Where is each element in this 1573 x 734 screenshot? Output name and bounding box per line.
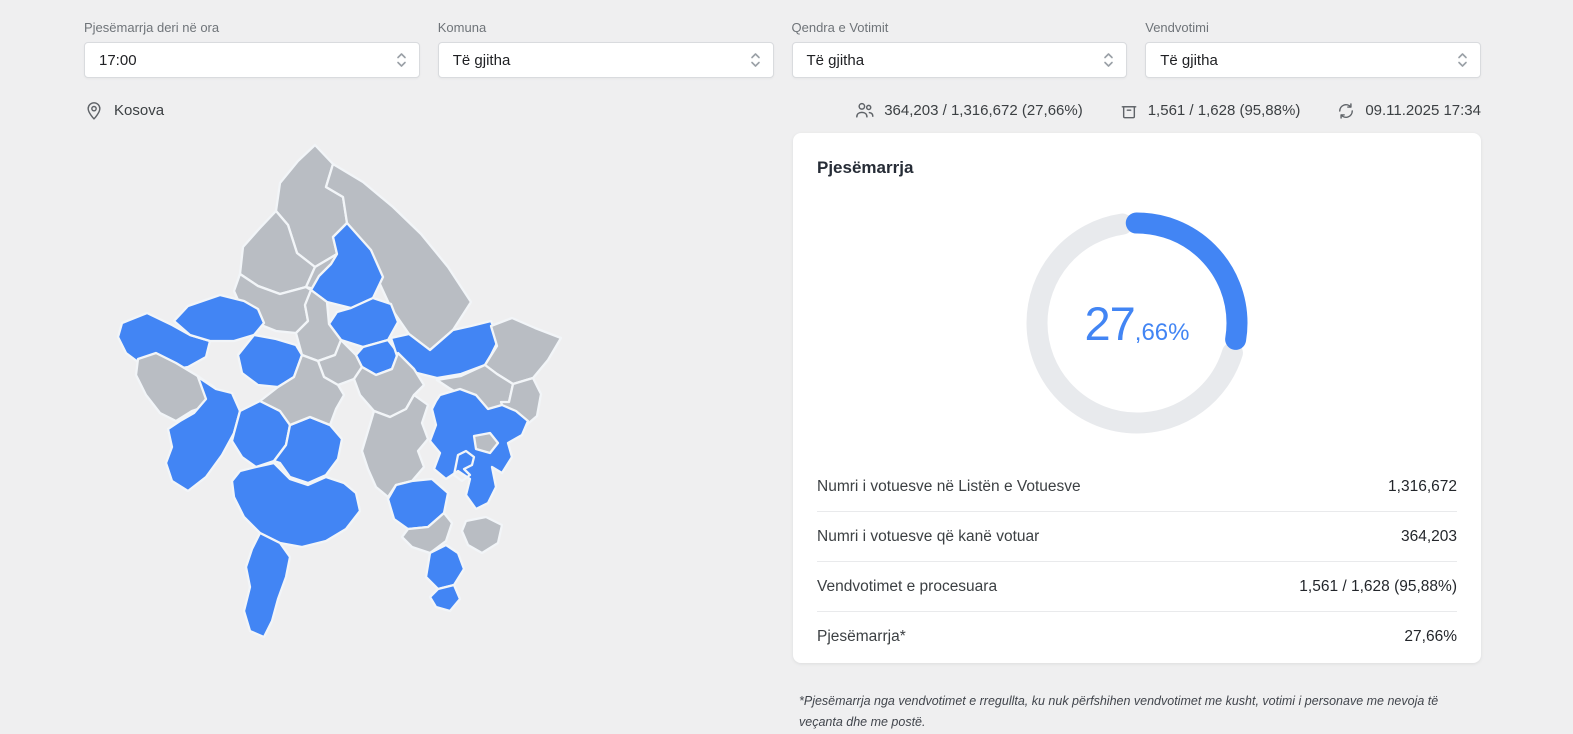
row-value: 1,316,672 bbox=[1388, 477, 1457, 495]
row-value: 1,561 / 1,628 (95,88%) bbox=[1299, 577, 1457, 595]
stat-row-turnout: Pjesëmarrja* 27,66% bbox=[817, 611, 1457, 661]
row-value: 364,203 bbox=[1400, 527, 1457, 545]
chevron-up-down-icon bbox=[750, 53, 760, 67]
filter-qendra: Qendra e Votimit Të gjitha bbox=[791, 20, 1128, 78]
polling-value: 1,561 / 1,628 (95,88%) bbox=[1147, 102, 1301, 119]
stat-row-processed: Vendvotimet e procesuara 1,561 / 1,628 (… bbox=[817, 561, 1457, 611]
chevron-up-down-icon bbox=[396, 53, 406, 67]
refresh-icon bbox=[1336, 101, 1356, 121]
filter-qendra-value: Të gjitha bbox=[806, 51, 865, 69]
filter-vendvotimi-label: Vendvotimi bbox=[1145, 20, 1209, 35]
people-icon bbox=[854, 100, 875, 121]
map-region-malisheve[interactable] bbox=[258, 353, 346, 427]
row-value: 27,66% bbox=[1404, 627, 1457, 645]
status-stats: 364,203 / 1,316,672 (27,66%) 1,561 / 1,6… bbox=[854, 100, 1481, 121]
filter-komuna: Komuna Të gjitha bbox=[437, 20, 774, 78]
filter-time-value: 17:00 bbox=[99, 51, 137, 69]
percent-fraction: ,66% bbox=[1134, 318, 1190, 346]
voters-stat: 364,203 / 1,316,672 (27,66%) bbox=[854, 100, 1083, 121]
donut-center-value: 27 ,66% bbox=[1024, 210, 1250, 436]
filter-komuna-label: Komuna bbox=[437, 20, 487, 35]
status-bar: Kosova 364,203 / 1,316,672 (27,66%) bbox=[84, 100, 1481, 121]
filter-qendra-select[interactable]: Të gjitha bbox=[791, 42, 1128, 78]
filter-time: Pjesëmarrja deri në ora 17:00 bbox=[84, 20, 420, 78]
location-name: Kosova bbox=[114, 102, 165, 119]
footnote-row: *Pjesëmarrja nga vendvotimet e rregullta… bbox=[84, 691, 1481, 734]
chevron-up-down-icon bbox=[1104, 53, 1114, 67]
participation-card: Pjesëmarrja 27 ,66% Numri i votuesve në … bbox=[793, 133, 1481, 663]
filter-komuna-select[interactable]: Të gjitha bbox=[437, 42, 774, 78]
map-region-peje[interactable] bbox=[116, 311, 212, 373]
donut-track-arc bbox=[1026, 212, 1248, 434]
main-content: Pjesëmarrja 27 ,66% Numri i votuesve në … bbox=[84, 133, 1481, 673]
ballot-box-icon bbox=[1119, 101, 1139, 121]
row-label: Numri i votuesve në Listën e Votuesve bbox=[817, 477, 1081, 495]
map-region-partesh-outline[interactable] bbox=[452, 449, 476, 483]
map-region-gracanice[interactable] bbox=[472, 431, 500, 455]
filter-time-select[interactable]: 17:00 bbox=[84, 42, 420, 78]
location: Kosova bbox=[84, 101, 164, 121]
percent-integer: 27 bbox=[1084, 296, 1136, 350]
donut-value-arc bbox=[1026, 212, 1248, 434]
card-title: Pjesëmarrja bbox=[817, 158, 914, 177]
filter-komuna-value: Të gjitha bbox=[452, 51, 511, 69]
map-region-vitia-east[interactable] bbox=[460, 515, 504, 555]
map-region-vushtrri[interactable] bbox=[327, 296, 400, 349]
footnote: *Pjesëmarrja nga vendvotimet e rregullta… bbox=[799, 694, 1439, 730]
map-region-shtime[interactable] bbox=[360, 393, 430, 499]
donut-svg bbox=[1026, 212, 1248, 434]
map-region-gjakove[interactable] bbox=[164, 375, 242, 493]
map-region-shterpce[interactable] bbox=[400, 511, 454, 555]
map-region-prizren[interactable] bbox=[230, 461, 362, 549]
updated-value: 09.11.2025 17:34 bbox=[1365, 102, 1481, 119]
row-label: Pjesëmarrja* bbox=[817, 627, 906, 645]
row-label: Vendvotimet e procesuara bbox=[817, 577, 998, 595]
filter-bar: Pjesëmarrja deri në ora 17:00 Komuna Të … bbox=[84, 20, 1481, 78]
kosovo-municipalities-map[interactable] bbox=[92, 133, 592, 673]
filter-time-label: Pjesëmarrja deri në ora bbox=[84, 20, 220, 35]
chevron-up-down-icon bbox=[1458, 53, 1467, 67]
filter-vendvotimi-select[interactable]: Të gjitha bbox=[1145, 42, 1481, 78]
stat-row-voted: Numri i votuesve që kanë votuar 364,203 bbox=[817, 511, 1457, 561]
stats-table: Numri i votuesve në Listën e Votuesve 1,… bbox=[817, 462, 1457, 661]
filter-vendvotimi-value: Të gjitha bbox=[1160, 51, 1218, 69]
voters-value: 364,203 / 1,316,672 (27,66%) bbox=[884, 102, 1083, 119]
map-region-hani-elezit[interactable] bbox=[428, 583, 462, 613]
updated-stat: 09.11.2025 17:34 bbox=[1336, 101, 1481, 121]
polling-stat: 1,561 / 1,628 (95,88%) bbox=[1119, 101, 1301, 121]
row-label: Numri i votuesve që kanë votuar bbox=[817, 527, 1040, 545]
donut-chart: 27 ,66% bbox=[1024, 210, 1250, 436]
map-panel bbox=[84, 133, 793, 673]
map-region-kacanik[interactable] bbox=[424, 543, 466, 591]
filter-vendvotimi: Vendvotimi Të gjitha bbox=[1145, 20, 1481, 78]
location-pin-icon bbox=[84, 101, 104, 121]
filter-qendra-label: Qendra e Votimit bbox=[791, 20, 889, 35]
stat-row-registered: Numri i votuesve në Listën e Votuesve 1,… bbox=[817, 462, 1457, 511]
map-region-dragash[interactable] bbox=[242, 531, 292, 639]
